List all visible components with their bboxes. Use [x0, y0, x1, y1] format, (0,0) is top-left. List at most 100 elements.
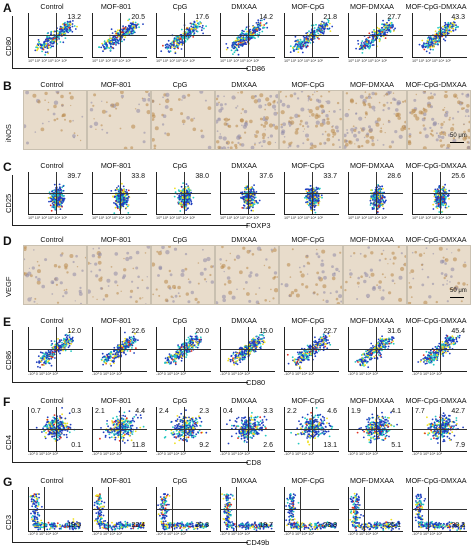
stain-spot	[264, 108, 266, 111]
x-tick-labels: 10⁰ 10¹ 10² 10³ 10⁴ 10⁵	[220, 216, 260, 220]
event-dot	[383, 196, 386, 199]
event-dot	[389, 30, 392, 32]
event-dot	[126, 205, 129, 208]
event-dot	[182, 191, 184, 194]
event-dot	[76, 25, 78, 28]
event-dot	[43, 353, 46, 356]
stain-spot	[240, 112, 242, 114]
event-dot	[250, 31, 252, 34]
event-dot	[37, 39, 40, 41]
event-dot	[300, 44, 303, 47]
event-dot	[299, 46, 302, 48]
stain-spot	[301, 283, 304, 286]
event-dot	[174, 187, 176, 190]
stain-spot	[212, 265, 214, 268]
stain-spot	[346, 129, 348, 131]
event-dot	[309, 195, 312, 198]
stain-spot	[73, 136, 75, 139]
stain-spot	[65, 288, 68, 291]
event-dot	[331, 25, 334, 28]
stain-spot	[300, 91, 304, 93]
event-dot	[455, 24, 457, 27]
stain-spot	[126, 251, 130, 255]
stain-spot	[290, 291, 295, 295]
event-dot	[142, 23, 144, 25]
stain-spot	[437, 135, 442, 139]
event-dot	[442, 28, 444, 31]
event-dot	[56, 199, 59, 202]
stain-spot	[180, 112, 184, 116]
event-dot	[61, 198, 64, 201]
stain-spot	[273, 288, 278, 293]
stain-spot	[157, 274, 160, 277]
event-dot	[172, 45, 175, 47]
tissue-texture	[88, 246, 150, 304]
stain-spot	[427, 96, 431, 100]
x-axis-arrow	[12, 225, 248, 226]
stain-spot	[280, 110, 285, 115]
event-dot	[292, 46, 294, 49]
stain-spot	[449, 116, 451, 119]
event-dot	[252, 25, 255, 28]
stain-spot	[329, 292, 332, 295]
event-dot	[114, 40, 117, 43]
stain-spot	[165, 250, 170, 255]
event-dot	[316, 200, 318, 202]
event-dot	[64, 342, 66, 344]
tissue-texture	[89, 91, 150, 149]
stain-spot	[228, 290, 233, 295]
event-dot	[126, 33, 128, 36]
event-dot	[263, 18, 266, 21]
event-dot	[57, 191, 59, 193]
stain-spot	[101, 109, 106, 114]
stain-spot	[146, 110, 150, 115]
event-dot	[244, 201, 247, 203]
stain-spot	[391, 279, 395, 282]
stain-spot	[331, 276, 336, 281]
stain-spot	[309, 146, 314, 149]
stain-spot	[429, 132, 432, 135]
event-dot	[71, 25, 74, 28]
event-dot	[435, 36, 438, 39]
event-dot	[450, 26, 453, 29]
stain-spot	[397, 246, 400, 249]
stain-spot	[381, 273, 384, 276]
stain-spot	[89, 108, 94, 112]
event-dot	[302, 43, 305, 46]
event-dot	[260, 24, 263, 27]
stain-spot	[394, 282, 396, 285]
event-dot	[125, 200, 128, 202]
stain-spot	[53, 100, 59, 105]
stain-spot	[108, 114, 112, 117]
event-dot	[299, 39, 302, 41]
event-dot	[321, 196, 323, 199]
stain-spot	[335, 297, 339, 301]
event-dot	[377, 205, 380, 208]
stain-spot	[395, 108, 399, 112]
stain-spot	[273, 271, 278, 275]
stain-spot	[37, 277, 41, 282]
stain-spot	[44, 258, 48, 262]
event-dot	[234, 39, 237, 42]
event-dot	[240, 191, 242, 194]
stain-spot	[299, 123, 302, 126]
flow-plot: 28.6	[348, 172, 403, 215]
event-dot	[441, 31, 444, 34]
event-dot	[46, 39, 49, 42]
stain-spot	[206, 256, 211, 262]
stain-spot	[281, 102, 286, 107]
stain-spot	[430, 95, 434, 100]
event-dot	[59, 205, 61, 208]
event-dot	[376, 211, 379, 214]
stain-spot	[123, 146, 128, 149]
stain-spot	[258, 287, 261, 289]
stain-spot	[44, 99, 46, 101]
event-dot	[53, 201, 55, 203]
stain-spot	[282, 140, 286, 144]
event-dot	[46, 45, 48, 48]
stain-spot	[110, 266, 113, 268]
stain-spot	[272, 248, 277, 252]
stain-spot	[123, 268, 127, 272]
stain-spot	[306, 273, 309, 275]
stain-spot	[331, 272, 336, 277]
